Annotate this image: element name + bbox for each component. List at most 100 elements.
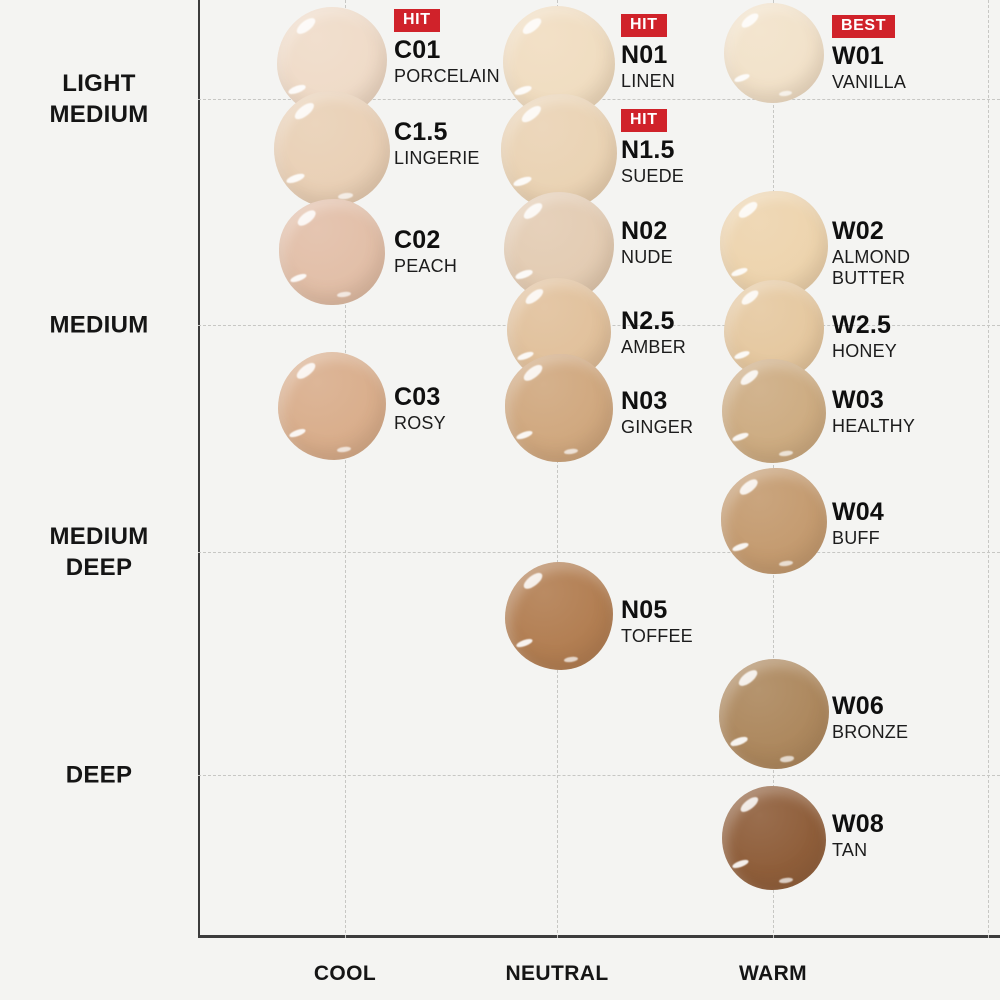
gloss-highlight	[731, 858, 750, 870]
gloss-highlight	[564, 448, 579, 456]
gridline-horizontal	[198, 552, 1000, 553]
gloss-highlight	[778, 876, 793, 884]
shade-code: N02	[621, 217, 668, 245]
swatch-c02	[279, 199, 385, 305]
gloss-highlight	[739, 287, 761, 308]
shade-code: W04	[832, 498, 885, 526]
gloss-highlight	[295, 207, 318, 228]
gloss-highlight	[520, 200, 545, 222]
gloss-highlight	[511, 174, 532, 188]
shade-name: VANILLA	[832, 72, 907, 93]
gloss-highlight	[521, 362, 545, 384]
shade-name: GINGER	[621, 417, 694, 438]
swatch-label-n05: N05 TOFFEE	[621, 597, 693, 647]
swatch-w08	[722, 786, 826, 890]
gloss-highlight	[731, 431, 750, 443]
gloss-highlight	[287, 83, 307, 96]
shade-code: C02	[394, 226, 441, 254]
x-axis-label-warm: WARM	[738, 962, 808, 985]
shade-code: W2.5	[832, 311, 892, 339]
shade-code: N05	[621, 596, 668, 624]
shade-code: N03	[621, 387, 668, 415]
swatch-label-w2-5: W2.5 HONEY	[832, 312, 897, 362]
swatch-w04	[721, 468, 827, 574]
badge-best: BEST	[832, 15, 896, 38]
swatch-label-w01: BEST W01 VANILLA	[832, 15, 906, 93]
gloss-highlight	[513, 83, 533, 97]
swatch-label-w02: W02 ALMOND BUTTER	[832, 218, 956, 289]
gloss-highlight	[779, 754, 795, 763]
shade-name: PORCELAIN	[394, 66, 500, 87]
x-axis-label-neutral: NEUTRAL	[505, 962, 609, 985]
gloss-highlight	[733, 349, 751, 361]
shade-name: ROSY	[394, 413, 446, 434]
y-axis-label-deep: DEEP	[65, 761, 133, 789]
gloss-highlight	[284, 171, 305, 185]
gloss-highlight	[778, 560, 794, 568]
shade-code: W02	[832, 217, 885, 245]
gloss-highlight	[730, 265, 749, 278]
gloss-highlight	[289, 272, 308, 285]
shade-code: W08	[832, 810, 885, 838]
gloss-highlight	[521, 570, 545, 592]
shade-name: TOFFEE	[621, 626, 693, 647]
gloss-highlight	[737, 476, 760, 497]
badge-hit: HIT	[621, 14, 667, 37]
shade-name: AMBER	[621, 337, 687, 358]
swatch-label-w03: W03 HEALTHY	[832, 387, 915, 437]
gloss-highlight	[294, 360, 318, 382]
swatch-n1-5	[501, 94, 617, 210]
gloss-highlight	[733, 72, 751, 84]
shade-code: N2.5	[621, 307, 675, 335]
swatch-label-n02: N02 NUDE	[621, 218, 673, 268]
shade-code: C1.5	[394, 118, 448, 146]
swatch-w03	[722, 359, 826, 463]
shade-code: N1.5	[621, 136, 675, 164]
gridline-vertical	[988, 0, 989, 938]
swatch-w06	[719, 659, 829, 769]
shade-code: W01	[832, 42, 885, 70]
swatch-label-c1-5: C1.5 LINGERIE	[394, 119, 480, 169]
gloss-highlight	[520, 14, 545, 37]
swatch-label-w06: W06 BRONZE	[832, 693, 908, 743]
swatch-n03	[505, 354, 613, 462]
gloss-highlight	[518, 103, 544, 126]
shade-name: LINGERIE	[394, 148, 480, 169]
swatch-w01	[724, 3, 824, 103]
shade-name: SUEDE	[621, 166, 685, 187]
swatch-label-n03: N03 GINGER	[621, 388, 693, 438]
gloss-highlight	[778, 90, 793, 97]
shade-code: C03	[394, 383, 441, 411]
shade-name: HEALTHY	[832, 416, 916, 437]
shade-name: PEACH	[394, 256, 458, 277]
swatch-label-c02: C02 PEACH	[394, 227, 457, 277]
shade-code: W03	[832, 386, 885, 414]
shade-code: N01	[621, 41, 668, 69]
y-axis-label-light-medium: LIGHT MEDIUM	[49, 69, 149, 128]
shade-name: TAN	[832, 840, 868, 861]
gloss-highlight	[731, 541, 750, 554]
gloss-highlight	[737, 794, 761, 815]
gloss-highlight	[515, 636, 534, 649]
y-axis-label-medium-deep: MEDIUM DEEP	[49, 522, 149, 581]
swatch-label-n2-5: N2.5 AMBER	[621, 308, 686, 358]
gridline-horizontal	[198, 775, 1000, 776]
swatch-c1-5	[274, 91, 390, 207]
gloss-highlight	[735, 667, 760, 689]
swatch-label-c01: HIT C01 PORCELAIN	[394, 9, 500, 87]
x-axis-label-cool: COOL	[313, 962, 377, 985]
gloss-highlight	[729, 735, 749, 748]
swatch-n05	[505, 562, 613, 670]
gloss-highlight	[739, 10, 761, 31]
shade-name: ALMOND BUTTER	[832, 247, 911, 288]
swatch-label-c03: C03 ROSY	[394, 384, 446, 434]
gloss-highlight	[336, 291, 352, 299]
gloss-highlight	[564, 656, 579, 664]
y-axis-label-medium: MEDIUM	[49, 311, 149, 339]
shade-code: W06	[832, 692, 885, 720]
shade-name: HONEY	[832, 341, 898, 362]
swatch-label-w04: W04 BUFF	[832, 499, 884, 549]
gloss-highlight	[736, 199, 760, 221]
swatch-c03	[278, 352, 386, 460]
